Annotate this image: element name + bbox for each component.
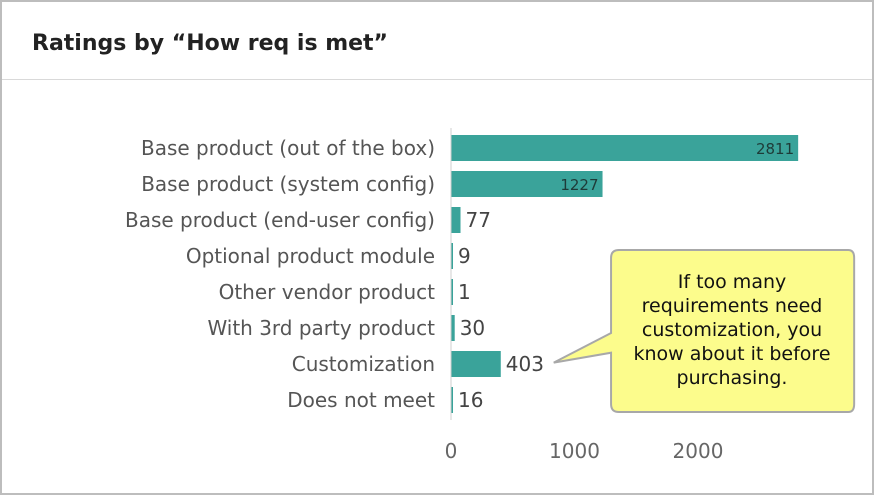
bar-1: [451, 171, 603, 197]
category-label-7: Does not meet: [287, 388, 435, 412]
bar-2: [451, 207, 461, 233]
callout-bubble: [553, 248, 856, 414]
panel-header: Ratings by “How req is met”: [2, 2, 872, 80]
x-tick-labels: 0 1000 2000: [445, 439, 724, 463]
value-label-2: 77: [466, 208, 491, 232]
value-label-4: 1: [458, 280, 471, 304]
callout-shape: [553, 248, 856, 414]
category-label-1: Base product (system config): [141, 172, 435, 196]
value-label-0: 2811: [756, 140, 794, 158]
x-tick-0: 0: [445, 439, 458, 463]
category-label-2: Base product (end-user config): [125, 208, 435, 232]
x-tick-1: 1000: [549, 439, 600, 463]
value-label-3: 9: [458, 244, 471, 268]
category-label-0: Base product (out of the box): [141, 136, 435, 160]
x-tick-2: 2000: [673, 439, 724, 463]
bar-7: [451, 387, 453, 413]
bars-group: [451, 135, 799, 413]
value-label-6: 403: [506, 352, 544, 376]
value-label-7: 16: [458, 388, 483, 412]
value-label-5: 30: [460, 316, 485, 340]
category-label-6: Customization: [292, 352, 435, 376]
bar-0: [451, 135, 799, 161]
category-label-5: With 3rd party product: [207, 316, 435, 340]
value-labels: 2811 1227 77 9 1 30 403 16: [458, 140, 794, 412]
bar-6: [451, 351, 501, 377]
category-label-3: Optional product module: [186, 244, 435, 268]
callout-text: If too many requirements need customizat…: [633, 271, 831, 389]
bar-3: [451, 243, 453, 269]
category-labels: Base product (out of the box) Base produc…: [125, 136, 435, 412]
panel-title: Ratings by “How req is met”: [32, 31, 389, 56]
bar-5: [451, 315, 455, 341]
category-label-4: Other vendor product: [219, 280, 436, 304]
value-label-1: 1227: [560, 176, 598, 194]
bar-4: [451, 279, 453, 305]
